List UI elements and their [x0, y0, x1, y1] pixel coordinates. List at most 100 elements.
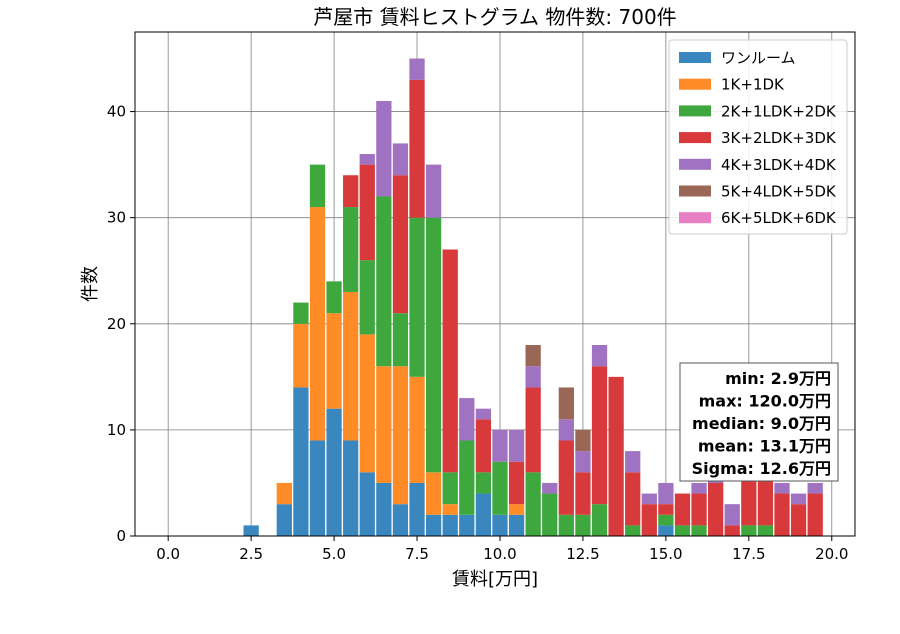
- bar-3-bin-28: [724, 525, 740, 536]
- bar-4-bin-23: [641, 493, 657, 505]
- bar-0-bin-9: [409, 482, 425, 536]
- x-tick-label: 5.0: [322, 545, 346, 563]
- bar-3-bin-30: [757, 472, 774, 526]
- legend-swatch-2: [679, 105, 711, 117]
- bar-4-bin-31: [774, 482, 790, 494]
- bar-1-bin-8: [392, 366, 409, 505]
- x-tick-label: 17.5: [732, 545, 765, 563]
- bar-5-bin-18: [558, 387, 574, 420]
- bar-0-bin-6: [359, 472, 375, 536]
- x-tick-label: 0.0: [156, 545, 180, 563]
- legend-frame: [668, 39, 848, 235]
- y-tick-label: 20: [107, 315, 126, 333]
- legend-label-5: 5K+4LDK+5DK: [721, 183, 837, 201]
- bar-2-bin-13: [475, 472, 492, 494]
- bar-4-bin-24: [658, 482, 674, 505]
- bar-4-bin-14: [492, 429, 508, 462]
- y-tick-label: 0: [116, 527, 126, 545]
- bar-4-bin-6: [359, 154, 375, 165]
- bar-4-bin-26: [691, 482, 707, 494]
- legend-label-1: 1K+1DK: [721, 76, 785, 94]
- legend-label-4: 4K+3LDK+4DK: [721, 156, 837, 174]
- bar-2-bin-25: [674, 525, 691, 536]
- bar-4-bin-18: [558, 419, 574, 441]
- bar-2-bin-17: [542, 493, 558, 536]
- bar-2-bin-2: [293, 302, 309, 324]
- bar-1-bin-9: [409, 376, 425, 483]
- stats-box: min: 2.9万円 max: 120.0万円 median: 9.0万円 mean:…: [679, 362, 839, 482]
- bar-3-bin-23: [641, 504, 657, 536]
- bar-0-bin-10: [425, 514, 442, 536]
- bar-4-bin-28: [724, 504, 740, 526]
- bar-3-bin-20: [591, 366, 608, 505]
- bar-2-bin-3: [309, 164, 326, 208]
- bar-2-bin-26: [691, 525, 707, 536]
- bar-3-bin-31: [774, 493, 790, 536]
- x-tick-label: 15.0: [649, 545, 682, 563]
- legend-label-3: 3K+2LDK+3DK: [721, 129, 837, 147]
- bar-0-bin-3: [309, 440, 326, 536]
- legend-swatch-5: [679, 185, 711, 197]
- bar-3-bin-24: [658, 504, 674, 515]
- bar-0-bin-4: [326, 408, 342, 536]
- bar-2-bin-11: [442, 472, 458, 505]
- x-tick-label: 12.5: [566, 545, 599, 563]
- bar-4-bin-32: [790, 493, 807, 505]
- x-tick-label: 20.0: [815, 545, 848, 563]
- bar-0-bin-7: [376, 482, 392, 536]
- bar-3-bin-9: [409, 79, 425, 218]
- bar-1-bin-10: [425, 472, 442, 515]
- bar-4-bin-33: [807, 482, 823, 494]
- bar-2-bin-30: [757, 525, 774, 536]
- legend-swatch-0: [679, 52, 711, 63]
- y-tick-label: 30: [107, 209, 126, 227]
- bar-2-bin-9: [409, 217, 425, 377]
- bar-1-bin-5: [343, 291, 359, 441]
- bar-2-bin-20: [591, 504, 608, 536]
- bar-3-bin-29: [741, 472, 757, 526]
- bar-2-bin-8: [392, 313, 409, 367]
- bar-0-bin-8: [392, 504, 409, 536]
- bar-4-bin-9: [409, 58, 425, 80]
- bar-0-bin-12: [459, 514, 475, 536]
- bar-5-bin-19: [575, 429, 591, 452]
- bar-3-bin-13: [475, 419, 492, 473]
- bar-4-bin-10: [425, 164, 442, 218]
- bar-4-bin-7: [376, 100, 392, 197]
- x-tick-label: 7.5: [405, 545, 429, 563]
- bar-2-bin-6: [359, 260, 375, 335]
- legend: ワンルーム 1K+1DK 2K+1LDK+2DK 3K+2LDK+3DK 4K+3LDK…: [668, 39, 848, 235]
- bar-0-bin-0: [243, 525, 259, 536]
- bar-3-bin-27: [708, 482, 724, 536]
- bar-2-bin-29: [741, 525, 757, 536]
- stats-line-4: Sigma: 12.6万円: [692, 459, 831, 478]
- bar-0-bin-2: [293, 387, 309, 536]
- bar-3-bin-16: [525, 387, 541, 473]
- bar-3-bin-18: [558, 440, 574, 515]
- bar-2-bin-4: [326, 281, 342, 314]
- legend-swatch-3: [679, 132, 711, 144]
- bar-0-bin-15: [508, 514, 525, 536]
- bar-0-bin-24: [658, 525, 674, 536]
- x-tick-label: 2.5: [239, 545, 263, 563]
- bar-3-bin-21: [608, 376, 624, 536]
- legend-swatch-6: [679, 212, 711, 224]
- bar-2-bin-7: [376, 196, 392, 367]
- bar-0-bin-1: [276, 504, 292, 536]
- plot-frame: [134, 31, 856, 537]
- bar-5-bin-16: [525, 345, 541, 367]
- bar-0-bin-14: [492, 514, 508, 536]
- bar-4-bin-19: [575, 451, 591, 473]
- bar-0-bin-5: [343, 440, 359, 536]
- bar-1-bin-7: [376, 366, 392, 483]
- bar-0-bin-13: [475, 493, 492, 536]
- bar-3-bin-33: [807, 493, 823, 536]
- bar-2-bin-14: [492, 461, 508, 515]
- y-tick-label: 10: [107, 421, 126, 439]
- bar-3-bin-15: [508, 461, 525, 505]
- legend-swatch-4: [679, 158, 711, 170]
- bar-4-bin-8: [392, 143, 409, 176]
- bar-2-bin-19: [575, 514, 591, 536]
- bar-2-bin-24: [658, 514, 674, 526]
